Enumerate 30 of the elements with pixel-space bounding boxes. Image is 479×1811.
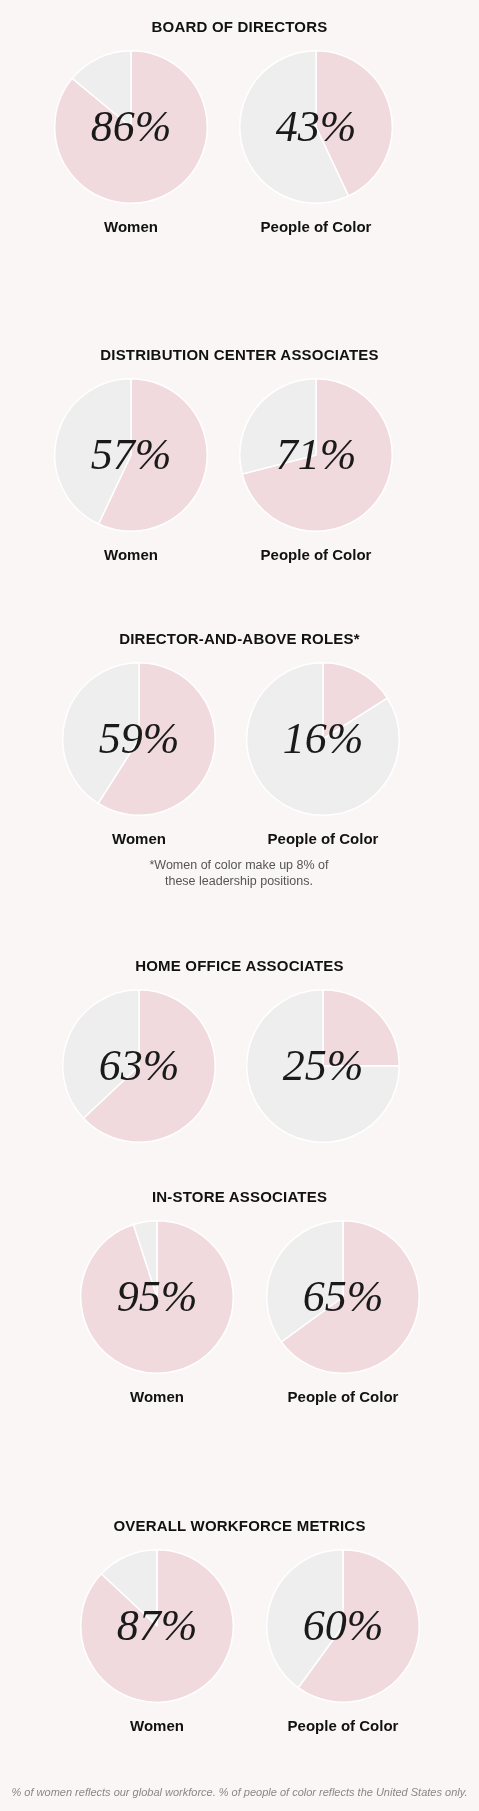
data-label: 60%: [302, 1600, 384, 1650]
data-label: 86%: [90, 101, 172, 151]
text: People of Color: [259, 546, 373, 563]
data-label: 95%: [116, 1271, 198, 1321]
data-label: 43%: [275, 101, 357, 151]
chart-title: OVERALL WORKFORCE METRICS: [112, 1517, 367, 1534]
data-label: 16%: [282, 713, 364, 763]
text: % of women reflects our global workforce. % of people of color reflects the United States only.: [10, 1785, 469, 1800]
text: People of Color: [286, 1717, 400, 1734]
data-label: 65%: [302, 1271, 384, 1321]
data-label: 71%: [275, 429, 357, 479]
text: Women: [103, 546, 159, 563]
data-label: 25%: [282, 1040, 364, 1090]
chart-title: HOME OFFICE ASSOCIATES: [134, 957, 345, 974]
data-label: 57%: [90, 429, 172, 479]
text: Women: [129, 1717, 185, 1734]
text: People of Color: [266, 830, 380, 847]
text: DISTRIBUTION CENTER ASSOCIATES: [99, 346, 380, 363]
text: Women: [103, 218, 159, 235]
chart-title: DIRECTOR-AND-ABOVE ROLES*: [118, 630, 361, 647]
text: People of Color: [259, 218, 373, 235]
data-label: 63%: [98, 1040, 180, 1090]
chart-title: IN-STORE ASSOCIATES: [150, 1188, 329, 1205]
data-label: 59%: [98, 713, 180, 763]
text: Women: [111, 830, 167, 847]
text: People of Color: [286, 1388, 400, 1405]
text: *Women of color make up 8% of these leadership positions.: [148, 857, 330, 889]
text: Women: [129, 1388, 185, 1405]
data-label: 87%: [116, 1600, 198, 1650]
text: BOARD OF DIRECTORS: [150, 18, 329, 35]
